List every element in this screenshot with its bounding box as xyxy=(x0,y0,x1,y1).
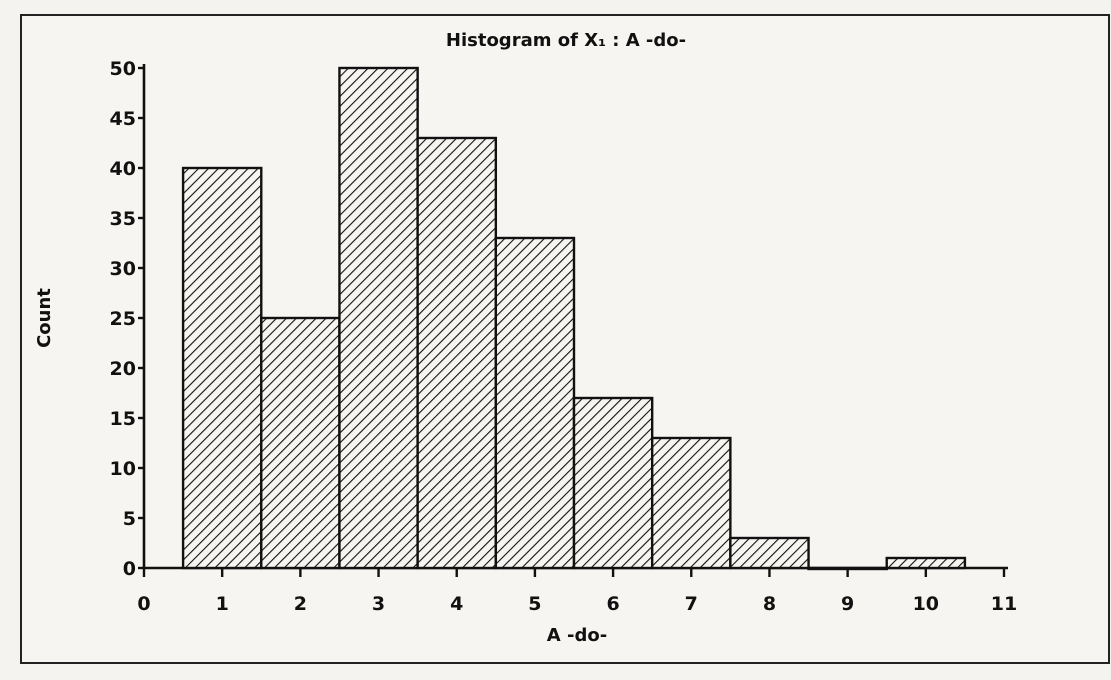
x-tick-label: 10 xyxy=(913,593,939,615)
y-tick-label: 10 xyxy=(110,458,136,480)
x-tick-label: 3 xyxy=(372,593,385,615)
histogram-bar xyxy=(338,66,419,570)
y-tick-label: 45 xyxy=(110,108,136,130)
x-tick-label: 1 xyxy=(216,593,229,615)
x-tick-label: 7 xyxy=(685,593,698,615)
histogram-bar xyxy=(181,166,263,570)
histogram-bar xyxy=(260,316,341,570)
y-tick-label: 20 xyxy=(110,358,136,380)
y-tick-label: 50 xyxy=(110,58,136,80)
y-axis-label: Count xyxy=(34,288,55,348)
x-tick-label: 4 xyxy=(450,593,463,615)
x-tick-label: 6 xyxy=(606,593,619,615)
x-tick-label: 8 xyxy=(763,593,776,615)
histogram-bars xyxy=(181,66,967,571)
y-tick-label: 25 xyxy=(110,308,136,330)
chart-title: Histogram of X₁ : A -do- xyxy=(446,30,686,51)
x-tick-label: 0 xyxy=(137,593,150,615)
y-tick-label: 5 xyxy=(123,508,136,530)
x-tick-label: 11 xyxy=(991,593,1017,615)
y-tick-label: 15 xyxy=(110,408,136,430)
y-tick-label: 35 xyxy=(110,208,136,230)
histogram-bar xyxy=(494,236,576,570)
x-axis-label: A -do- xyxy=(547,625,607,646)
y-axis-ticks: 0 5 10 15 20 25 30 35 40 45 50 xyxy=(110,58,144,580)
histogram-bar xyxy=(650,436,732,570)
y-tick-label: 0 xyxy=(123,558,136,580)
histogram-bar xyxy=(885,556,967,570)
x-axis-ticks: 0 1 2 3 4 5 6 7 8 9 10 11 xyxy=(137,568,1017,615)
x-tick-label: 2 xyxy=(294,593,307,615)
y-tick-label: 30 xyxy=(110,258,136,280)
histogram-bar xyxy=(416,136,498,570)
histogram-bar xyxy=(572,396,654,570)
x-tick-label: 5 xyxy=(528,593,541,615)
y-tick-label: 40 xyxy=(110,158,136,180)
x-tick-label: 9 xyxy=(841,593,854,615)
histogram-bar xyxy=(729,536,810,570)
